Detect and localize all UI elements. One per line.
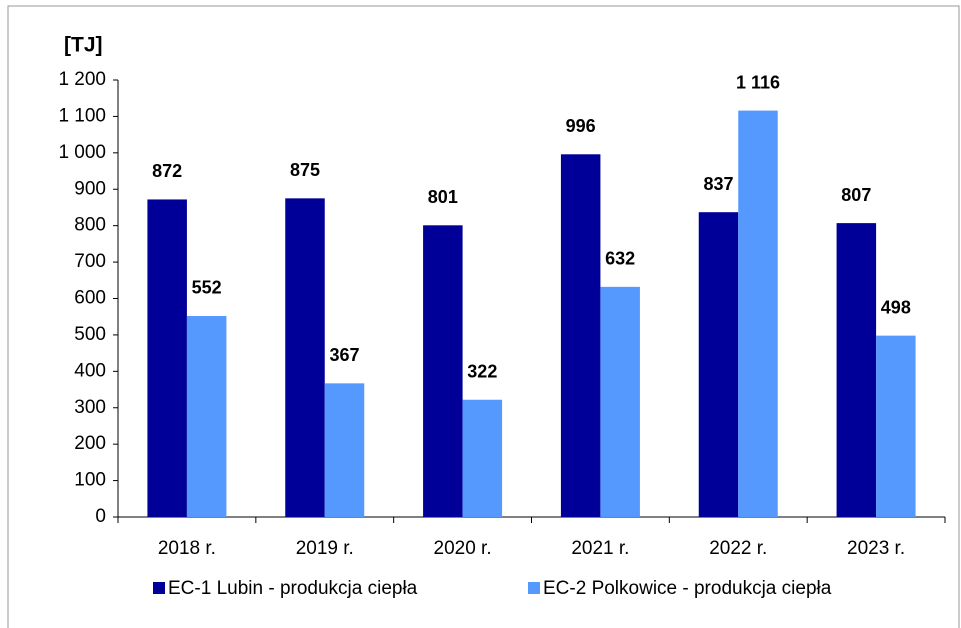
bar <box>324 383 365 517</box>
x-tick-label: 2020 r. <box>434 538 492 559</box>
bar <box>186 315 227 517</box>
y-tick-label: 200 <box>74 433 106 454</box>
data-label: 367 <box>329 345 359 365</box>
x-tick-label: 2022 r. <box>709 538 767 559</box>
bar <box>738 110 778 517</box>
data-label: 498 <box>881 297 911 317</box>
y-tick-label: 500 <box>74 324 106 345</box>
data-label: 552 <box>192 278 222 298</box>
data-label: 837 <box>703 174 733 194</box>
y-tick-label: 100 <box>74 470 106 491</box>
bar <box>147 199 187 518</box>
y-tick-label: 1 100 <box>58 105 106 126</box>
y-tick-label: 700 <box>74 251 106 272</box>
y-tick-label: 0 <box>95 506 106 527</box>
data-label: 875 <box>290 160 320 180</box>
x-tick-label: 2019 r. <box>296 538 354 559</box>
x-tick-label: 2018 r. <box>158 538 216 559</box>
bar <box>836 223 877 517</box>
x-tick-label: 2021 r. <box>571 538 629 559</box>
data-label: 322 <box>467 361 497 381</box>
y-tick-label: 1 000 <box>58 142 106 163</box>
bar <box>560 154 601 518</box>
y-tick-label: 1 200 <box>58 69 106 90</box>
y-tick-label: 800 <box>74 215 106 236</box>
y-tick-label: 900 <box>74 178 106 199</box>
legend-label: EC-2 Polkowice - produkcja ciepła <box>543 578 832 599</box>
bar <box>462 399 503 517</box>
x-tick-label: 2023 r. <box>847 538 905 559</box>
bar <box>423 225 463 518</box>
legend-swatch <box>153 582 165 594</box>
y-tick-label: 300 <box>74 397 106 418</box>
data-label: 872 <box>152 161 182 181</box>
bar <box>698 212 739 517</box>
data-label: 807 <box>841 185 871 205</box>
y-tick-label: 600 <box>74 288 106 309</box>
bar <box>600 286 640 517</box>
data-label: 996 <box>566 116 596 136</box>
data-label: 632 <box>605 249 635 269</box>
legend-label: EC-1 Lubin - produkcja ciepła <box>168 578 418 599</box>
frame <box>7 5 960 628</box>
y-axis-label: [TJ] <box>64 34 103 57</box>
bar <box>285 198 325 517</box>
legend-swatch <box>528 582 540 594</box>
data-label: 1 116 <box>736 72 780 92</box>
y-tick-label: 400 <box>74 360 106 381</box>
bar <box>876 335 916 517</box>
data-label: 801 <box>428 187 458 207</box>
